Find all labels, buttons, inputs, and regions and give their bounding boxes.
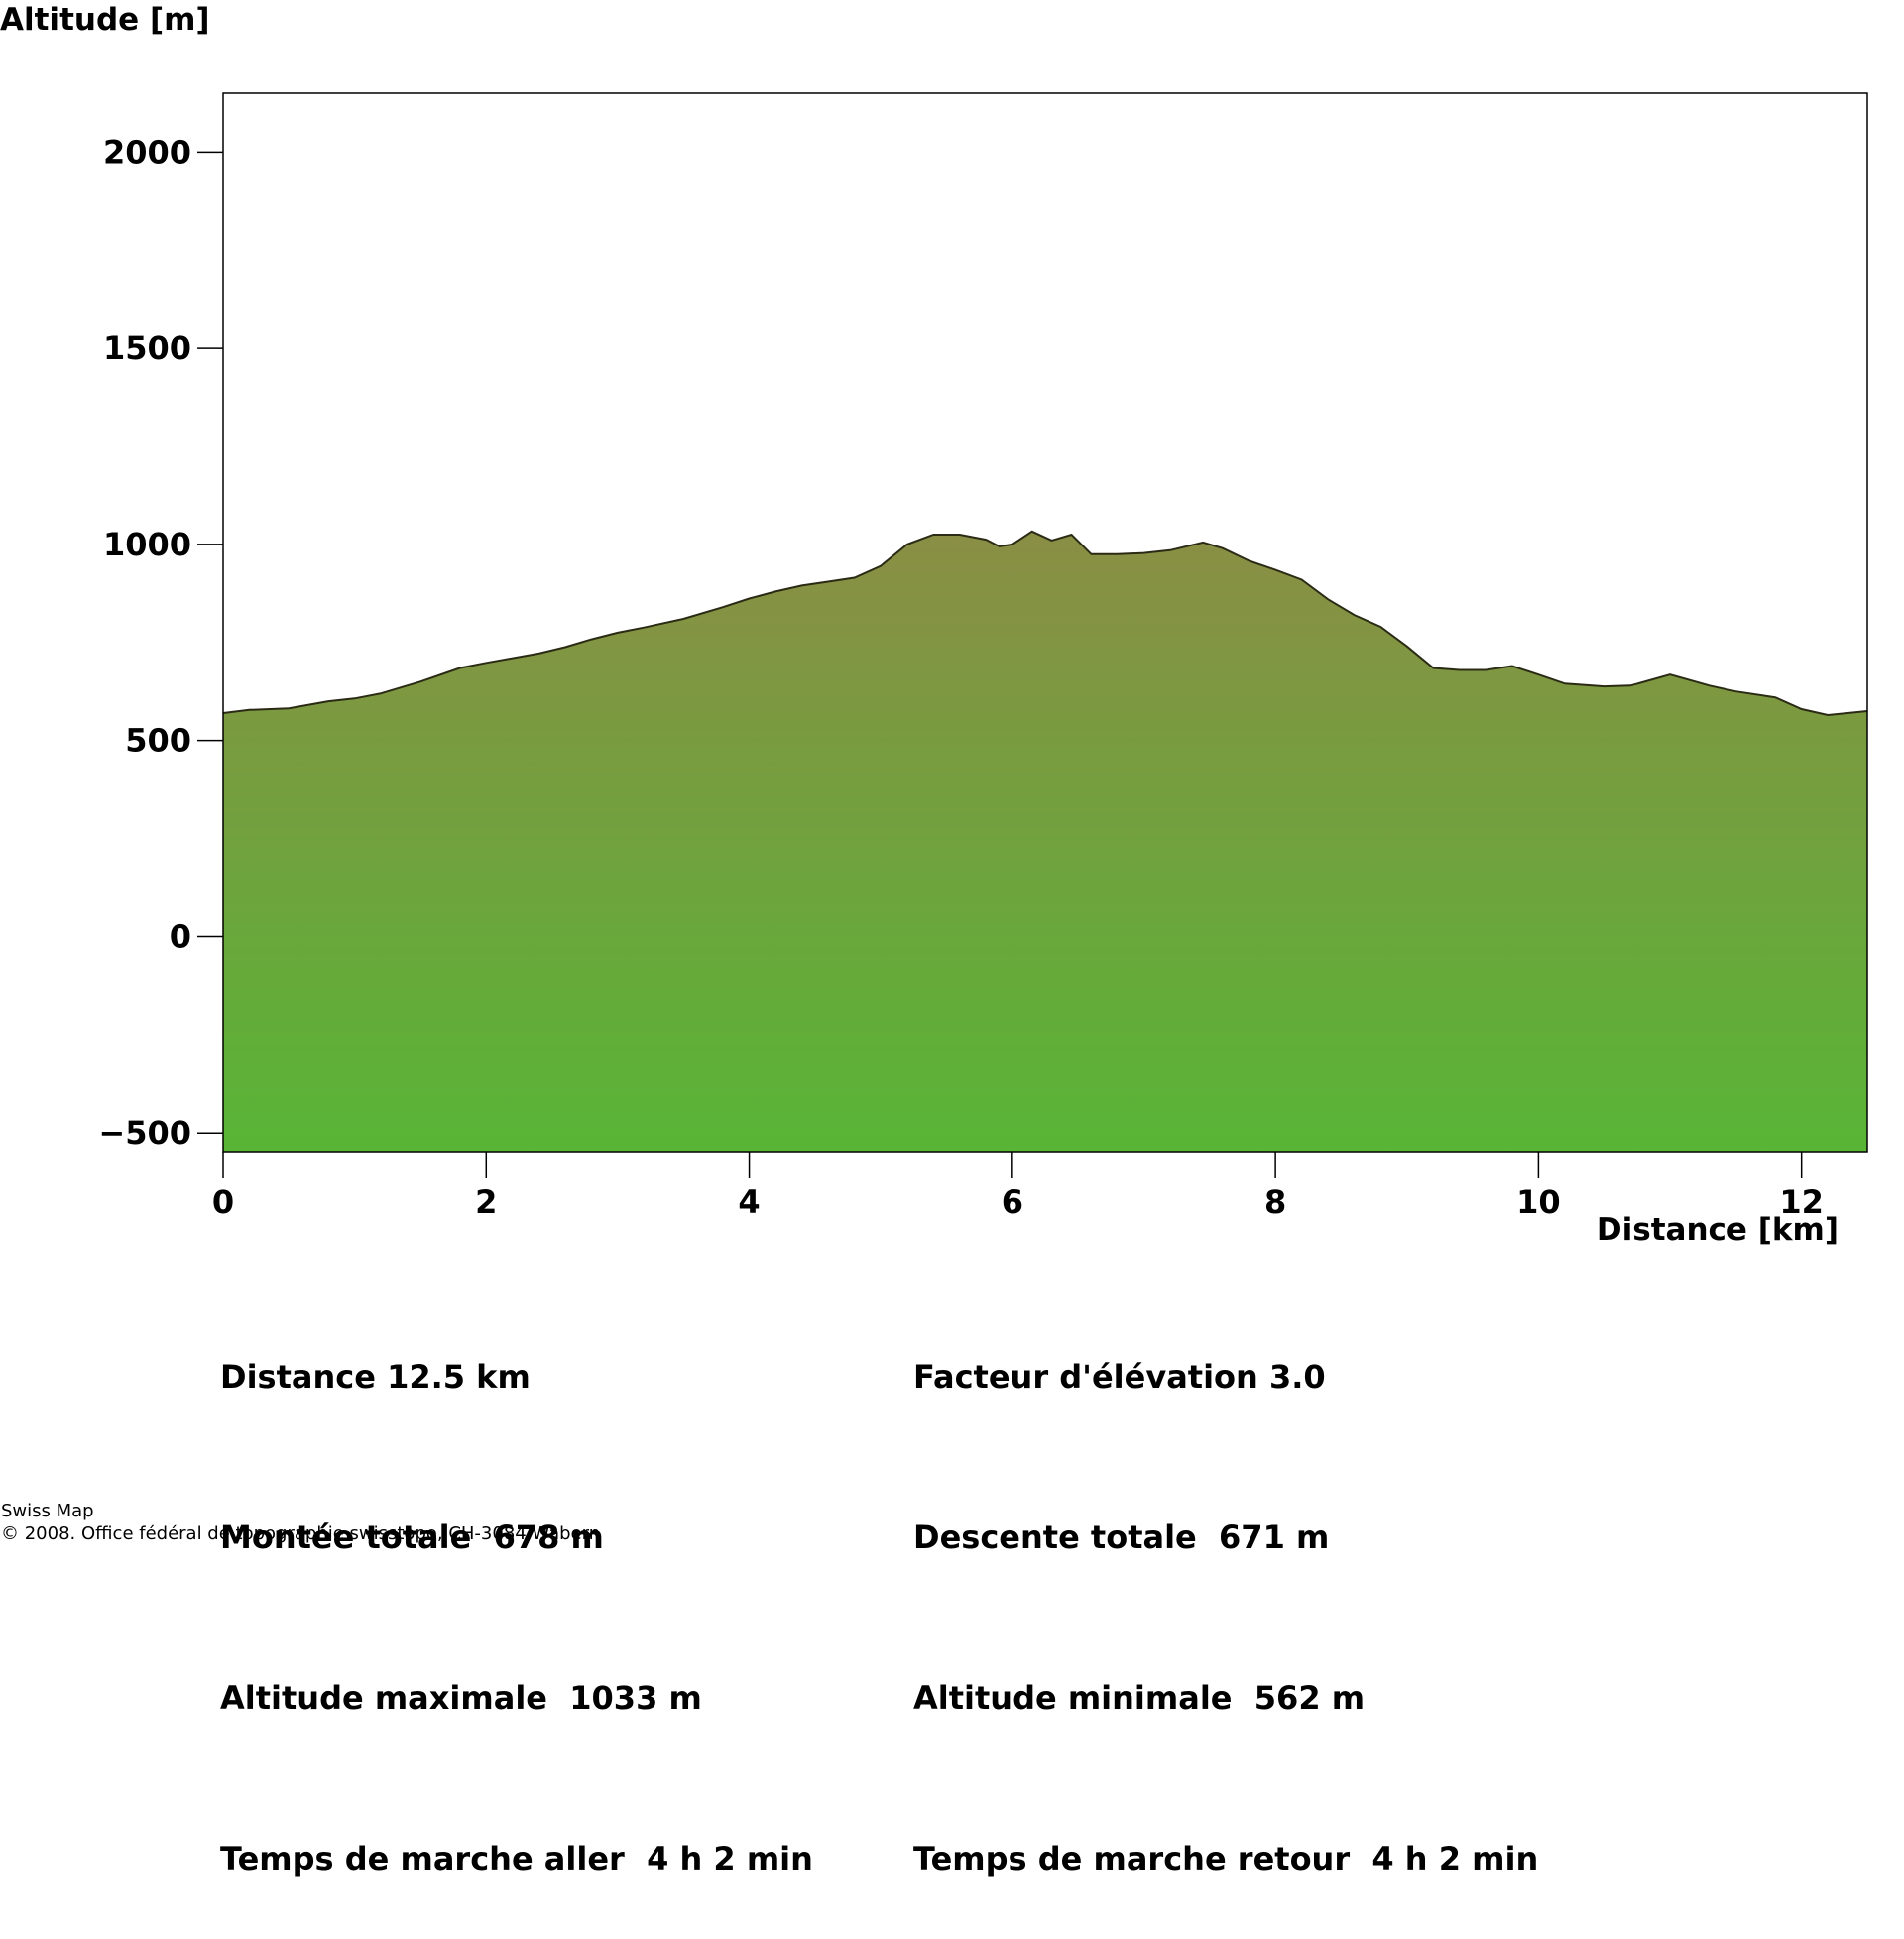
stat-total-ascent: Montée totale 678 m: [220, 1518, 604, 1556]
stats-left: Distance 12.5 km Montée totale 678 m Alt…: [220, 1243, 813, 1939]
y-tick-label: 1000: [103, 526, 191, 563]
plot-frame: [222, 92, 1868, 1153]
x-tick-label: 4: [738, 1183, 760, 1221]
x-tick-label: 2: [475, 1183, 497, 1221]
x-tick-label: 6: [1002, 1183, 1023, 1221]
stat-max-altitude: Altitude maximale 1033 m: [220, 1679, 702, 1717]
stat-min-altitude: Altitude minimale 562 m: [913, 1679, 1366, 1717]
stat-walk-time-return: Temps de marche retour 4 h 2 min: [913, 1840, 1539, 1878]
stats-right: Facteur d'élévation 3.0 Descente totale …: [913, 1243, 1538, 1939]
y-tick-label: 2000: [103, 133, 191, 171]
x-tick-label: 0: [212, 1183, 234, 1221]
footer-copyright: © 2008. Office fédéral de topographie sw…: [1, 1523, 601, 1544]
elevation-line: [222, 530, 1868, 717]
footer-credits: Swiss Map © 2008. Office fédéral de topo…: [1, 1500, 600, 1545]
stat-distance: Distance 12.5 km: [220, 1358, 531, 1395]
x-tick-label: 8: [1264, 1183, 1286, 1221]
y-tick-label: 0: [170, 917, 191, 955]
elevation-profile-chart: −500 0 500 1000 1500 2000 0 2 4 6 8 10 12: [98, 92, 1868, 1221]
stat-total-descent: Descente totale 671 m: [913, 1518, 1330, 1556]
x-tick-label: 10: [1516, 1183, 1561, 1221]
x-tick-label: 12: [1779, 1183, 1824, 1221]
y-tick-label: 500: [125, 722, 191, 760]
stat-elevation-factor: Facteur d'élévation 3.0: [913, 1358, 1326, 1395]
terrain-area: [223, 531, 1867, 1152]
footer-title: Swiss Map: [1, 1501, 94, 1521]
y-axis-label: Altitude [m]: [0, 2, 210, 38]
stat-walk-time-forward: Temps de marche aller 4 h 2 min: [220, 1840, 813, 1878]
y-tick-label: 1500: [103, 329, 191, 367]
y-tick-label: −500: [98, 1114, 191, 1151]
x-axis-label: Distance [km]: [1596, 1212, 1839, 1248]
